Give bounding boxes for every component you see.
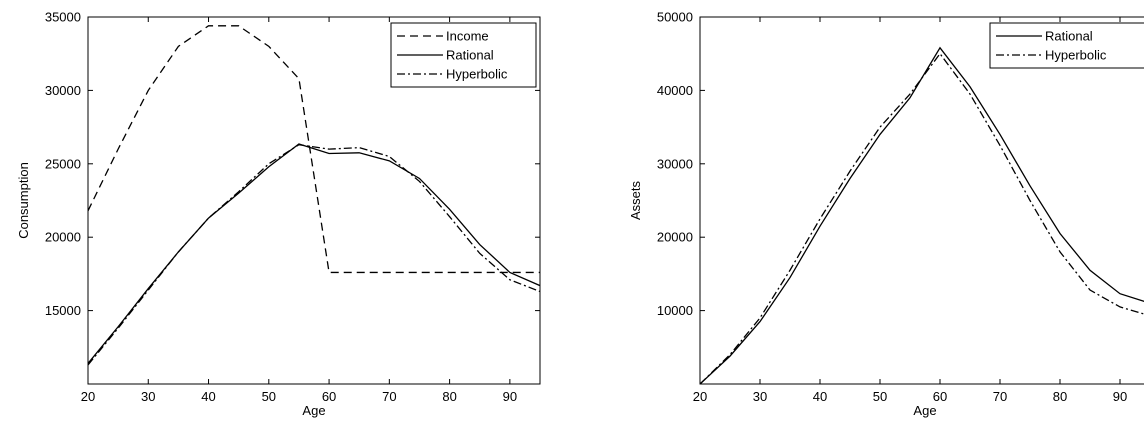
chart1-legend-box bbox=[989, 22, 1144, 69]
chart0-series-income-line bbox=[88, 25, 540, 274]
chart0-x-axis-label: Age bbox=[302, 403, 325, 418]
chart1-x-tick-label-40: 40 bbox=[813, 389, 827, 404]
chart1-y-tick-label-40000: 40000 bbox=[657, 83, 693, 98]
chart1-legend-label-hyperbolic: Hyperbolic bbox=[1045, 48, 1107, 63]
chart0-x-tick-label-20: 20 bbox=[81, 389, 95, 404]
chart1-y-tick-label-10000: 10000 bbox=[657, 303, 693, 318]
chart0-y-tick-label-20000: 20000 bbox=[45, 230, 81, 245]
chart0-x-tick-label-90: 90 bbox=[503, 389, 517, 404]
chart0-x-tick-label-30: 30 bbox=[141, 389, 155, 404]
chart0-legend-label-income: Income bbox=[446, 29, 489, 44]
chart1-x-axis-label: Age bbox=[913, 403, 936, 418]
chart0-axes-box bbox=[87, 16, 541, 385]
chart1-y-tick-label-50000: 50000 bbox=[657, 10, 693, 25]
chart0-legend-label-hyperbolic: Hyperbolic bbox=[446, 67, 508, 82]
consumption-chart: 20 30 40 50 60 70 80 90 15000 20000 25000 30000 3500… bbox=[16, 10, 541, 418]
chart1-x-tick-label-30: 30 bbox=[753, 389, 767, 404]
chart0-y-tick-label-35000: 35000 bbox=[45, 10, 81, 25]
chart1-series-hyperbolic-line bbox=[700, 52, 1144, 384]
chart0-x-tick-label-80: 80 bbox=[442, 389, 456, 404]
chart1-x-tick-label-50: 50 bbox=[873, 389, 887, 404]
chart1-x-tick-label-70: 70 bbox=[993, 389, 1007, 404]
chart1-x-tick-label-60: 60 bbox=[933, 389, 947, 404]
chart0-x-tick-label-60: 60 bbox=[322, 389, 336, 404]
chart0-legend: Income Rational Hyperbolic bbox=[390, 22, 537, 88]
chart0-y-tick-label-15000: 15000 bbox=[45, 303, 81, 318]
chart1-series-group bbox=[700, 46, 1144, 384]
chart0-series-rational-line bbox=[88, 143, 540, 364]
chart0-x-tick-label-50: 50 bbox=[262, 389, 276, 404]
chart0-y-tick-label-30000: 30000 bbox=[45, 83, 81, 98]
chart1-y-tick-label-20000: 20000 bbox=[657, 230, 693, 245]
chart1-axes-box bbox=[699, 16, 1144, 385]
chart0-y-axis-label: Consumption bbox=[16, 162, 31, 239]
chart1-legend: Rational Hyperbolic bbox=[989, 22, 1144, 69]
chart1-x-tick-label-90: 90 bbox=[1113, 389, 1127, 404]
assets-chart: 20 30 40 50 60 70 80 90 10000 20000 30000 40000 5000… bbox=[628, 10, 1144, 418]
chart1-x-tick-label-80: 80 bbox=[1053, 389, 1067, 404]
chart1-y-axis-label: Assets bbox=[628, 180, 643, 220]
chart1-y-tick-label-30000: 30000 bbox=[657, 156, 693, 171]
chart1-x-tick-label-20: 20 bbox=[693, 389, 707, 404]
chart0-y-tick-label-25000: 25000 bbox=[45, 156, 81, 171]
chart0-x-tick-label-40: 40 bbox=[201, 389, 215, 404]
chart0-series-hyperbolic-line bbox=[88, 144, 540, 366]
chart0-x-tick-label-70: 70 bbox=[382, 389, 396, 404]
chart0-series-group bbox=[88, 25, 540, 366]
chart0-legend-label-rational: Rational bbox=[446, 48, 494, 63]
chart1-series-rational-line bbox=[700, 46, 1144, 384]
chart1-legend-label-rational: Rational bbox=[1045, 29, 1093, 44]
